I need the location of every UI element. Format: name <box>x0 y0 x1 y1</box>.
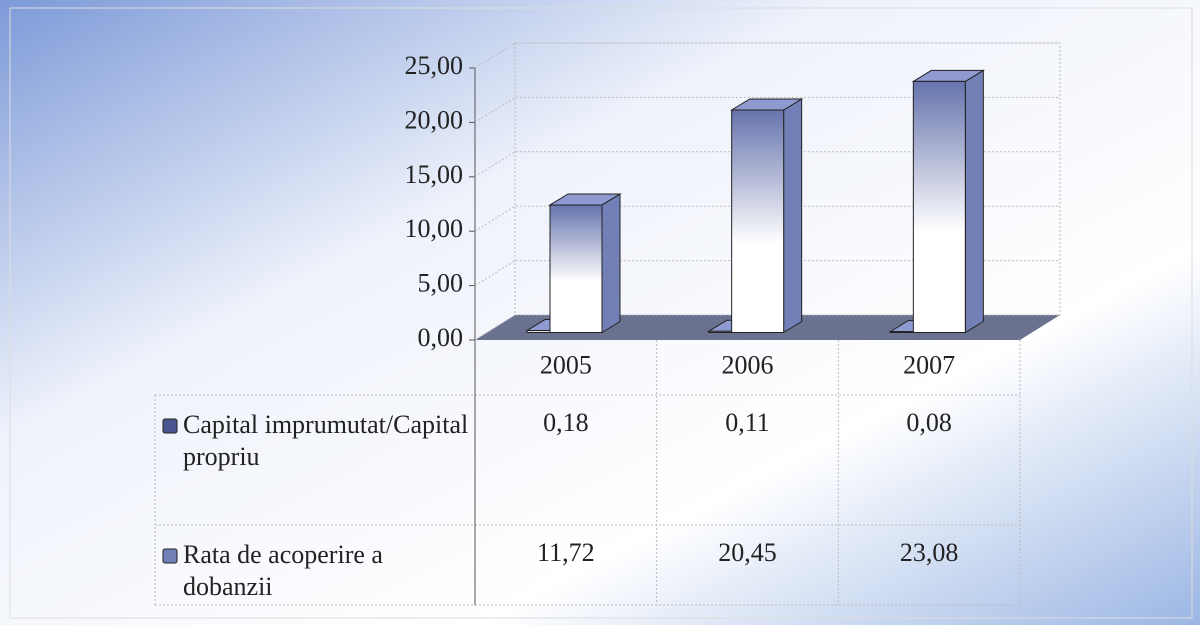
bar-front <box>912 80 966 333</box>
data-label: 23,08 <box>900 538 959 567</box>
y-tick-label: 0,00 <box>418 323 464 352</box>
bar-side <box>783 98 803 334</box>
bar-side <box>601 193 621 334</box>
x-tick-label: 2005 <box>540 350 592 379</box>
data-label: 0,18 <box>543 408 589 437</box>
y-tick-label: 15,00 <box>405 160 464 189</box>
y-tick-label: 20,00 <box>405 105 464 134</box>
frame <box>9 7 1193 619</box>
legend-label-box: Capital imprumutat/Capital propriu <box>183 410 469 471</box>
data-label: 0,11 <box>725 408 770 437</box>
data-label: 20,45 <box>718 538 777 567</box>
data-label: 0,08 <box>906 408 952 437</box>
legend-swatch <box>162 418 178 434</box>
bar-side <box>964 69 984 334</box>
bar-front <box>549 204 603 334</box>
x-tick-label: 2007 <box>903 350 955 379</box>
y-tick-label: 10,00 <box>405 214 464 243</box>
legend-label: Capital imprumutat/Capital propriu <box>183 410 469 471</box>
bar-front <box>731 109 785 333</box>
bar <box>729 98 804 334</box>
data-label: 11,72 <box>537 538 595 567</box>
legend-swatch <box>162 548 178 564</box>
bar <box>911 69 986 334</box>
x-tick-label: 2006 <box>722 350 774 379</box>
legend-label: Rata de acoperire a dobanzii <box>183 540 383 601</box>
y-tick-label: 25,00 <box>405 51 464 80</box>
bar <box>548 193 622 334</box>
legend-label-box: Rata de acoperire a dobanzii <box>183 540 383 601</box>
y-tick-label: 5,00 <box>418 269 464 298</box>
